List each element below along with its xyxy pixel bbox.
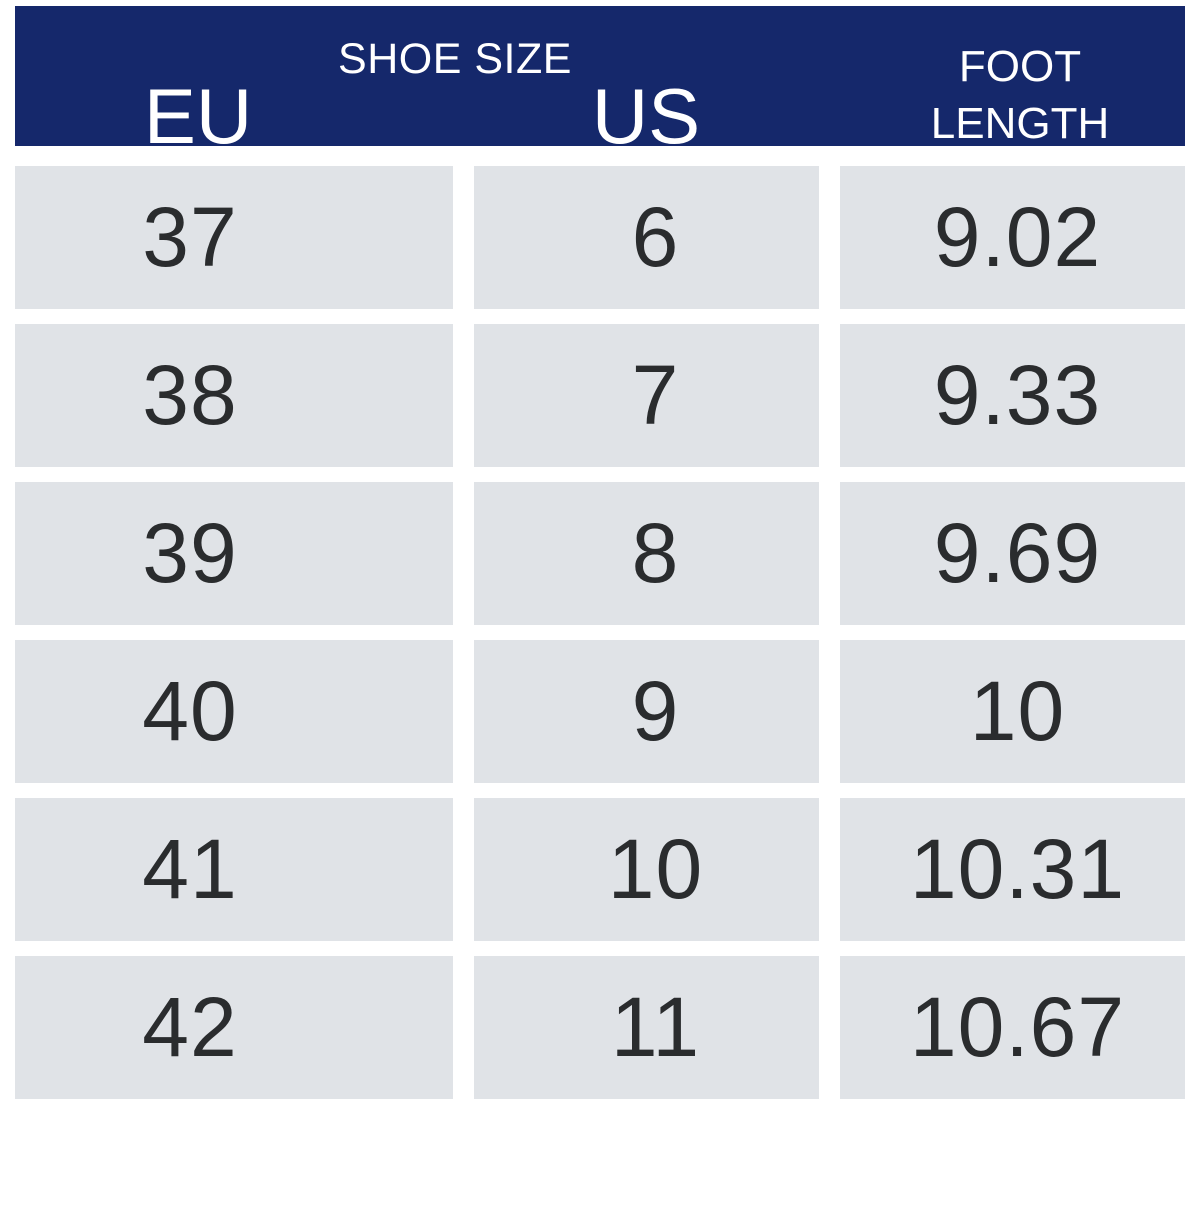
cell-r5-foot-length: 10.31	[840, 798, 1185, 941]
cell-r2-us: 7	[474, 324, 819, 467]
cell-r5-eu: 41	[15, 798, 453, 941]
cell-r4-foot-length: 10	[840, 640, 1185, 783]
cell-r6-foot-length: 10.67	[840, 956, 1185, 1099]
cell-r1-foot-length: 9.02	[840, 166, 1185, 309]
cell-r3-eu: 39	[15, 482, 453, 625]
cell-r1-us: 6	[474, 166, 819, 309]
column-header-eu: EU	[143, 72, 253, 160]
column-header-us: US	[591, 72, 701, 160]
size-chart-header: SHOE SIZE EU US FOOT LENGTH	[15, 6, 1185, 155]
cell-r4-us: 9	[474, 640, 819, 783]
cell-r5-us: 10	[474, 798, 819, 941]
chart-title: SHOE SIZE	[338, 35, 572, 83]
column-header-foot-length: FOOT LENGTH	[930, 42, 1110, 148]
size-table: 37 6 9.02 38 7 9.33 39 8 9.69 40 9 10 41…	[15, 166, 1185, 1099]
cell-r1-eu: 37	[15, 166, 453, 309]
cell-r2-eu: 38	[15, 324, 453, 467]
cell-r2-foot-length: 9.33	[840, 324, 1185, 467]
cell-r6-us: 11	[474, 956, 819, 1099]
cell-r6-eu: 42	[15, 956, 453, 1099]
cell-r4-eu: 40	[15, 640, 453, 783]
cell-r3-us: 8	[474, 482, 819, 625]
cell-r3-foot-length: 9.69	[840, 482, 1185, 625]
